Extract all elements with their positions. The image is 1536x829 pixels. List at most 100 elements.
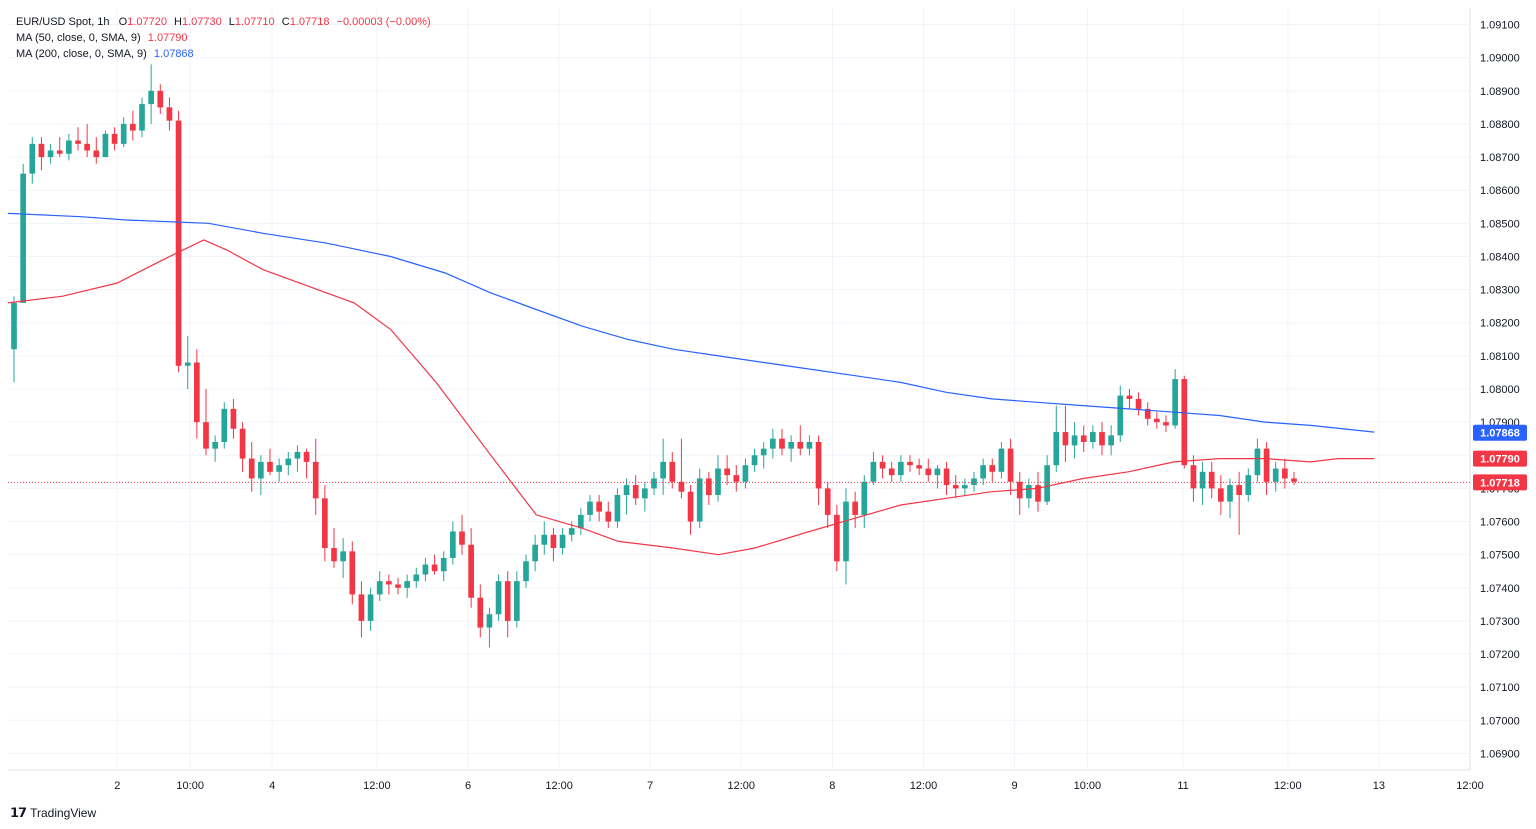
y-tick-label: 1.08100 bbox=[1480, 351, 1520, 363]
candle-body bbox=[312, 461, 319, 499]
y-tick-label: 1.07100 bbox=[1480, 682, 1520, 694]
candle-body bbox=[806, 442, 813, 449]
candle bbox=[1135, 392, 1142, 416]
candle bbox=[779, 428, 785, 456]
price-axis[interactable]: 1.06900 1.07000 1.07100 1.07200 1.07300 1.074… bbox=[1480, 20, 1520, 761]
y-tick-label: 1.08300 bbox=[1480, 285, 1520, 297]
candle bbox=[788, 435, 794, 462]
candle-body bbox=[760, 448, 767, 456]
candle-body bbox=[943, 468, 950, 486]
candle bbox=[221, 402, 228, 449]
candle bbox=[56, 137, 63, 158]
candle bbox=[331, 528, 337, 568]
candle bbox=[486, 607, 493, 648]
candle-body bbox=[120, 123, 127, 144]
tradingview-logo-icon[interactable]: 𝟭𝟳 bbox=[10, 805, 27, 820]
candle bbox=[322, 485, 328, 562]
candle bbox=[120, 117, 127, 148]
x-tick-label: 12:00 bbox=[728, 780, 756, 792]
candle bbox=[1208, 461, 1215, 499]
candle bbox=[1282, 458, 1288, 489]
time-axis[interactable]: 2 10:00 4 12:00 6 12:00 7 12:00 8 12:00 9 10:00 11 12… bbox=[114, 780, 1484, 792]
candle bbox=[669, 451, 676, 489]
candle-body bbox=[111, 133, 118, 144]
legend-ma50-row[interactable]: MA (50, close, 0, SMA, 9) 1.07790 bbox=[16, 30, 431, 46]
candle bbox=[11, 296, 17, 383]
candle-body bbox=[541, 534, 548, 545]
candle-body bbox=[1071, 435, 1078, 446]
candle bbox=[157, 84, 164, 115]
candle-body bbox=[38, 143, 45, 158]
price-label-text: 1.07790 bbox=[1480, 454, 1520, 466]
candle-body bbox=[888, 468, 895, 476]
candle bbox=[367, 587, 374, 631]
candle bbox=[477, 584, 484, 638]
candle bbox=[450, 521, 456, 565]
candle bbox=[1254, 438, 1261, 482]
candle-body bbox=[285, 458, 292, 466]
candle-body bbox=[47, 150, 54, 158]
candle bbox=[1172, 369, 1178, 429]
close-label: C bbox=[281, 16, 290, 28]
candle bbox=[267, 448, 273, 476]
candle bbox=[843, 488, 849, 585]
candle bbox=[1291, 471, 1297, 486]
candle-body bbox=[1144, 408, 1151, 419]
candle-body bbox=[687, 491, 694, 522]
candle bbox=[651, 471, 657, 496]
candle-body bbox=[815, 442, 822, 489]
x-tick-label: 9 bbox=[1011, 780, 1017, 792]
candle bbox=[806, 435, 813, 456]
candle-body bbox=[907, 461, 913, 466]
x-tick-label: 11 bbox=[1177, 780, 1188, 792]
candle bbox=[139, 97, 145, 138]
candle bbox=[751, 448, 758, 472]
y-tick-label: 1.07600 bbox=[1480, 517, 1520, 529]
candle-body bbox=[1026, 485, 1032, 499]
candle bbox=[340, 538, 346, 578]
price-labels: 1.07868 1.07790 1.07718 bbox=[1473, 424, 1527, 491]
candle-body bbox=[468, 544, 474, 598]
candle-body bbox=[797, 442, 804, 449]
candle bbox=[1026, 478, 1032, 509]
candle bbox=[130, 110, 136, 141]
candle-body bbox=[267, 461, 273, 472]
candle bbox=[550, 528, 557, 562]
candle bbox=[943, 461, 950, 496]
candle-body bbox=[184, 362, 191, 366]
candle-body bbox=[404, 581, 410, 588]
candle bbox=[386, 574, 392, 595]
candle-body bbox=[93, 150, 100, 158]
candle bbox=[660, 438, 666, 496]
candle-body bbox=[194, 362, 200, 423]
candle-body bbox=[395, 584, 401, 588]
brand-name[interactable]: TradingView bbox=[30, 806, 97, 820]
candle bbox=[1272, 461, 1279, 492]
chart-legend: EUR/USD Spot, 1h O1.07720 H1.07730 L1.07… bbox=[16, 14, 431, 62]
candle-body bbox=[431, 564, 438, 572]
legend-ma200-row[interactable]: MA (200, close, 0, SMA, 9) 1.07868 bbox=[16, 46, 431, 62]
candle bbox=[760, 442, 767, 469]
candle bbox=[148, 64, 154, 124]
candle bbox=[1227, 478, 1233, 519]
candle-body bbox=[1126, 395, 1133, 399]
candle-body bbox=[642, 488, 648, 499]
candle bbox=[907, 455, 913, 472]
candle bbox=[1062, 405, 1069, 462]
y-tick-label: 1.07000 bbox=[1480, 715, 1520, 727]
candle bbox=[459, 514, 465, 555]
candle-body bbox=[459, 531, 465, 545]
price-label-text: 1.07868 bbox=[1480, 428, 1520, 440]
y-tick-label: 1.09100 bbox=[1480, 20, 1520, 32]
candle-body bbox=[1154, 418, 1160, 423]
candle-body bbox=[834, 514, 840, 562]
candle bbox=[879, 455, 886, 479]
candle bbox=[413, 567, 420, 588]
candle-body bbox=[1218, 488, 1224, 502]
candle bbox=[1053, 405, 1060, 472]
candle-body bbox=[523, 561, 529, 582]
candle-body bbox=[1062, 432, 1069, 446]
symbol-title[interactable]: EUR/USD Spot, 1h bbox=[16, 16, 110, 28]
candle-body bbox=[1053, 432, 1060, 466]
